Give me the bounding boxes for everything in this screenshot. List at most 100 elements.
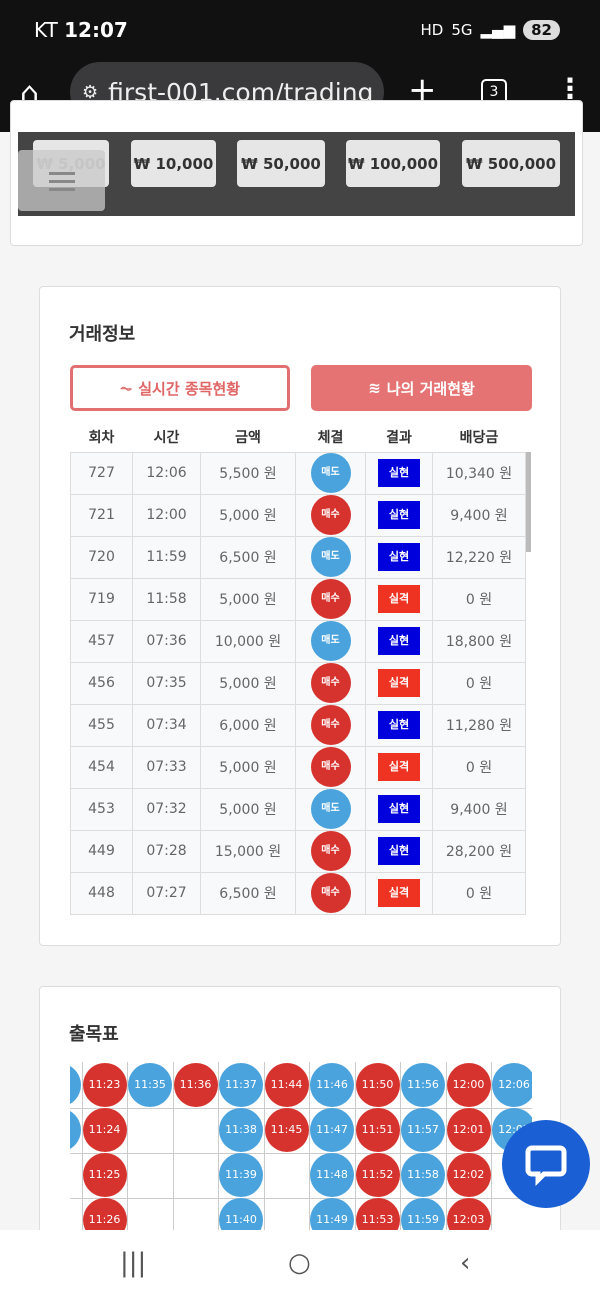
status-bar: KT 12:07 HD 5G ▂▄▆ 82	[0, 0, 600, 60]
grid-line	[70, 1153, 532, 1154]
cell: 매수	[295, 829, 366, 873]
execution-badge: 매수	[310, 663, 351, 703]
table-row: 456 07:35 5,000 원 매수 실격 0 원	[70, 661, 526, 705]
cell: 실현	[365, 451, 433, 495]
more-menu-icon[interactable]: ⋮	[556, 72, 584, 105]
result-dot: 11:25	[82, 1153, 127, 1197]
cell: 실현	[365, 829, 433, 873]
column-header: 배당금	[459, 429, 499, 446]
result-dot: 11:39	[219, 1153, 263, 1197]
grid-column: 12:00 12:01 12:02 12:03	[445, 1062, 491, 1257]
cell: 5,000 원	[200, 661, 296, 705]
cell: 5,000 원	[200, 745, 296, 789]
back-icon[interactable]: ‹	[460, 1248, 471, 1278]
result-badge: 실격	[378, 669, 420, 697]
site-settings-icon[interactable]: ⚙	[82, 81, 99, 103]
table-row: 719 11:58 5,000 원 매수 실격 0 원	[70, 577, 526, 621]
cell: 11:59	[132, 535, 201, 579]
result-badge: 실현	[378, 795, 420, 823]
android-nav-bar: ||| ○ ‹	[0, 1230, 600, 1300]
grid-column: 11:44 11:45	[263, 1062, 309, 1257]
cell: 07:33	[132, 745, 201, 789]
cell: 719	[70, 577, 133, 621]
grid-column: 11:36	[172, 1062, 218, 1257]
clock: 12:07	[64, 18, 128, 42]
cell: 실격	[365, 745, 433, 789]
cell: 5,000 원	[200, 577, 296, 621]
result-badge: 실격	[378, 879, 420, 907]
result-badge: 실현	[378, 837, 420, 865]
button-label: 실시간 종목현황	[138, 379, 241, 398]
cell: 18,800 원	[432, 619, 526, 663]
amount-button[interactable]: ₩ 10,000	[131, 140, 216, 187]
hamburger-menu-button[interactable]	[18, 150, 105, 211]
cell: 9,400 원	[432, 787, 526, 831]
result-dot: 11:51	[355, 1108, 400, 1152]
column-header: 결과	[386, 429, 412, 446]
grid-column: 11:46 11:47 11:48 11:49	[309, 1062, 354, 1257]
cell: 457	[70, 619, 133, 663]
result-badge: 실격	[378, 753, 420, 781]
grid-column: 11:37 11:38 11:39 11:40	[218, 1062, 263, 1257]
amount-button[interactable]: ₩ 500,000	[462, 140, 560, 187]
table-row: 448 07:27 6,500 원 매수 실격 0 원	[70, 871, 526, 915]
cell: 448	[70, 871, 133, 915]
cell: 28,200 원	[432, 829, 526, 873]
chat-button[interactable]	[502, 1120, 590, 1208]
amount-button[interactable]: ₩ 100,000	[346, 140, 440, 187]
result-badge: 실격	[378, 585, 420, 613]
cell: 10,000 원	[200, 619, 296, 663]
table-row: 721 12:00 5,000 원 매수 실현 9,400 원	[70, 493, 526, 537]
cell: 456	[70, 661, 133, 705]
grid-line	[70, 1108, 532, 1109]
cell: 07:36	[132, 619, 201, 663]
cell: 매수	[295, 703, 366, 747]
my-trades-button[interactable]: ≋ 나의 거래현황	[311, 365, 532, 411]
cell: 07:27	[132, 871, 201, 915]
recent-apps-icon[interactable]: |||	[120, 1248, 147, 1278]
table-scrollbar[interactable]	[526, 452, 531, 552]
cell: 6,500 원	[200, 535, 296, 579]
execution-badge: 매도	[310, 453, 351, 493]
result-chart-card: 출목표 11:23 11:24 11:25 11:26 11:35 11:36 11:37 1…	[39, 986, 561, 1257]
cell: 매수	[295, 745, 366, 789]
grid-column: 11:50 11:51 11:52 11:53	[354, 1062, 400, 1257]
cell: 실격	[365, 577, 433, 621]
column-header: 체결	[317, 429, 344, 446]
cell: 5,000 원	[200, 787, 296, 831]
result-dot: 11:35	[128, 1063, 172, 1107]
grid-column: 11:56 11:57 11:58 11:59	[400, 1062, 445, 1257]
section-title: 출목표	[69, 1024, 119, 1045]
home-nav-icon[interactable]: ○	[288, 1248, 311, 1278]
execution-badge: 매수	[310, 747, 351, 787]
cell: 0 원	[432, 871, 526, 915]
cell: 매수	[295, 577, 366, 621]
result-dot: 11:46	[310, 1063, 354, 1107]
realtime-status-button[interactable]: ⏦ 실시간 종목현황	[70, 365, 290, 411]
cell: 11:58	[132, 577, 201, 621]
5g-icon: 5G	[451, 21, 473, 39]
amount-button[interactable]: ₩ 50,000	[237, 140, 325, 187]
cell: 5,000 원	[200, 493, 296, 537]
column-header: 금액	[235, 429, 261, 446]
result-dot: 11:47	[310, 1108, 354, 1152]
result-dot: 11:58	[401, 1153, 445, 1197]
hd-icon: HD	[420, 21, 444, 39]
cell: 727	[70, 451, 133, 495]
cell: 실격	[365, 661, 433, 705]
cell: 매도	[295, 619, 366, 663]
cell: 매수	[295, 661, 366, 705]
execution-badge: 매수	[310, 873, 351, 913]
cell: 453	[70, 787, 133, 831]
list-icon: ≋	[368, 379, 381, 397]
cell: 12,220 원	[432, 535, 526, 579]
result-badge: 실현	[378, 711, 420, 739]
cell: 매도	[295, 787, 366, 831]
cell: 실현	[365, 535, 433, 579]
cell: 15,000 원	[200, 829, 296, 873]
execution-badge: 매수	[310, 495, 351, 535]
cell: 매수	[295, 493, 366, 537]
cell: 5,500 원	[200, 451, 296, 495]
result-dot	[70, 1108, 81, 1152]
result-dot: 12:02	[446, 1153, 491, 1197]
